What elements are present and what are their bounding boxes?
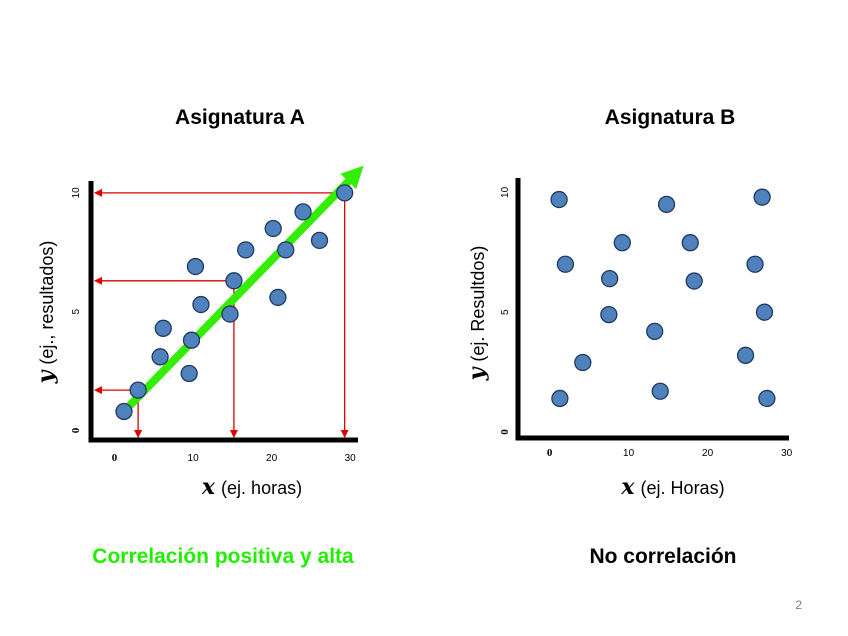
b-x-tick-label: 20 <box>702 448 714 459</box>
b-x-tick-label: 0 <box>547 447 553 459</box>
a-y-axis-label: y (ej., resultados) <box>33 241 59 385</box>
b-data-point <box>651 382 669 400</box>
b-y-axis-text: (ej. Resultdos) <box>468 246 488 362</box>
a-data-point <box>192 295 210 314</box>
a-data-point <box>154 319 172 337</box>
a-y-axis-text: (ej., resultados) <box>37 241 57 365</box>
a-trend-arrow <box>121 165 364 415</box>
b-data-point <box>758 389 776 408</box>
a-y-axis-var: y <box>33 368 59 384</box>
b-data-point <box>657 195 676 214</box>
a-x-tick-label: 0 <box>112 452 118 464</box>
b-y-tick-label: 0 <box>499 429 511 435</box>
a-data-point <box>180 364 198 383</box>
a-data-point <box>277 241 295 259</box>
b-data-point <box>601 269 619 288</box>
b-data-point <box>556 255 575 273</box>
page-number: 2 <box>795 598 802 612</box>
chart-b-caption: No correlación <box>589 545 737 568</box>
b-data-point <box>550 190 568 209</box>
b-x-axis-label: x (ej. Horas) <box>620 474 724 500</box>
a-x-axis-label: x (ej. horas) <box>201 474 302 500</box>
chart-b-title: Asignatura B <box>604 106 736 129</box>
a-data-point <box>294 203 312 221</box>
b-x-tick-label: 30 <box>781 448 793 459</box>
b-data-point <box>746 255 764 273</box>
chart-a-title: Asignatura A <box>175 106 305 129</box>
a-data-point <box>151 348 169 366</box>
b-data-point <box>681 234 699 252</box>
a-data-point <box>237 241 255 259</box>
a-data-point <box>335 184 354 202</box>
a-y-tick-label: 5 <box>71 308 82 314</box>
a-data-point <box>129 381 147 399</box>
b-x-tick-label: 10 <box>623 448 635 459</box>
b-data-point <box>736 346 755 364</box>
a-data-point <box>225 272 243 290</box>
b-data-point <box>755 303 774 321</box>
b-data-point <box>600 305 618 324</box>
b-x-axis-var: x <box>620 474 635 500</box>
a-x-axis-text: (ej. horas) <box>221 478 302 498</box>
b-y-axis-label: y (ej. Resultdos) <box>464 246 490 382</box>
a-y-tick-label: 10 <box>71 187 82 199</box>
b-data-point <box>685 272 703 290</box>
b-data-point <box>646 322 664 341</box>
b-y-tick-label: 5 <box>500 309 511 315</box>
a-data-point <box>264 219 282 238</box>
b-data-point <box>574 353 592 372</box>
a-y-tick-label: 0 <box>70 427 82 433</box>
a-x-tick-label: 20 <box>266 453 278 464</box>
a-x-tick-label: 30 <box>345 453 357 464</box>
a-data-point <box>310 231 329 250</box>
b-data-point <box>551 389 569 408</box>
a-data-point <box>221 305 239 323</box>
b-y-axis-var: y <box>464 365 490 381</box>
b-data-point <box>753 188 771 206</box>
b-x-axis-text: (ej. Horas) <box>641 478 725 498</box>
a-x-axis-var: x <box>201 474 216 500</box>
a-data-point <box>186 257 205 276</box>
a-data-point <box>182 331 201 349</box>
b-y-tick-label: 10 <box>500 186 511 198</box>
chart-a-caption: Correlación positiva y alta <box>92 545 354 568</box>
b-data-point <box>613 234 631 252</box>
a-x-tick-label: 10 <box>188 453 200 464</box>
a-data-point <box>269 288 287 307</box>
a-data-point <box>115 402 133 421</box>
